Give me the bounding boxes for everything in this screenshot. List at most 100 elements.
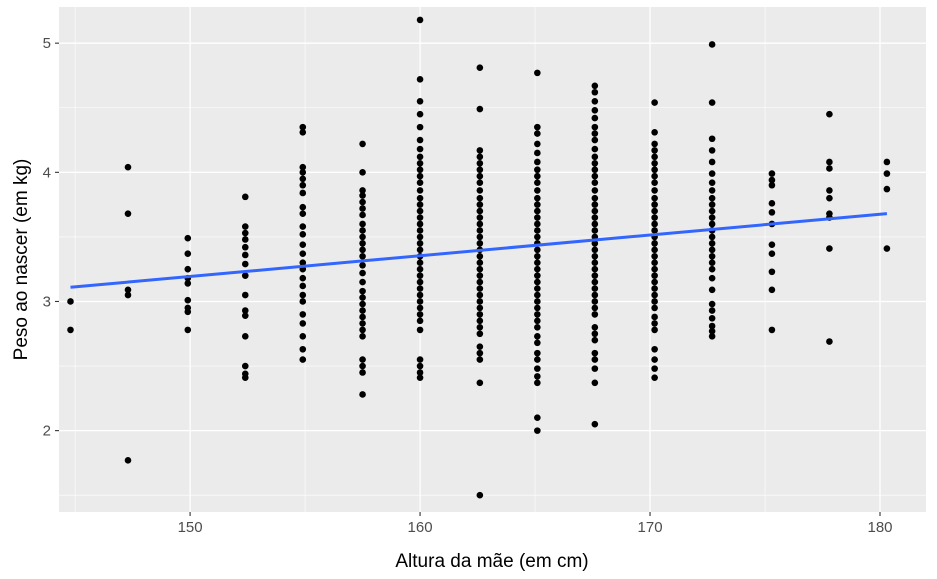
data-point [591, 201, 599, 208]
data-point [476, 330, 484, 338]
data-point [708, 233, 716, 241]
data-point [476, 240, 484, 247]
data-point [299, 203, 307, 211]
data-point [534, 324, 541, 331]
data-point [768, 286, 776, 294]
data-point [708, 246, 716, 254]
data-point [883, 245, 891, 252]
data-point [708, 314, 716, 322]
data-point [299, 175, 307, 183]
data-point [591, 187, 599, 194]
data-point [184, 280, 192, 287]
data-point [534, 194, 541, 202]
data-point [359, 227, 366, 234]
data-point [591, 304, 599, 312]
data-point [416, 194, 424, 202]
data-point [768, 326, 776, 334]
data-point [359, 187, 366, 194]
data-point [651, 99, 658, 106]
data-point [67, 326, 74, 334]
data-point [359, 326, 366, 334]
data-point [591, 97, 599, 105]
data-point [241, 272, 249, 279]
data-point [416, 145, 424, 153]
data-point [241, 243, 249, 251]
data-point [359, 233, 366, 241]
data-point [299, 210, 307, 217]
data-point [534, 227, 541, 234]
data-point [651, 153, 658, 161]
data-point [651, 304, 658, 312]
data-point [299, 123, 307, 131]
data-point [299, 181, 307, 189]
data-point [476, 105, 484, 113]
data-point [534, 140, 541, 148]
data-point [768, 176, 776, 184]
data-point [476, 194, 484, 202]
data-point [534, 291, 541, 299]
data-point [826, 158, 833, 166]
data-point [476, 491, 484, 499]
data-point [651, 227, 658, 234]
data-point [476, 272, 484, 279]
data-point [534, 265, 541, 273]
data-point [826, 194, 833, 202]
data-point [184, 250, 192, 257]
data-point [359, 198, 366, 206]
data-point [476, 172, 484, 180]
data-point [534, 373, 541, 380]
data-point [241, 260, 249, 268]
data-point [299, 231, 307, 238]
data-point [591, 194, 599, 202]
data-point [416, 214, 424, 221]
plot-panel [59, 7, 926, 512]
data-point [534, 356, 541, 363]
data-point [476, 265, 484, 273]
data-point [476, 220, 484, 228]
data-point [883, 170, 891, 177]
data-point [826, 165, 833, 172]
data-point [591, 153, 599, 161]
data-point [534, 201, 541, 208]
data-point [534, 130, 541, 137]
data-point [359, 211, 366, 219]
data-point [416, 265, 424, 273]
data-point [476, 214, 484, 221]
data-point [591, 291, 599, 299]
data-point [299, 128, 307, 136]
data-point [591, 356, 599, 363]
data-point [534, 158, 541, 166]
data-point [651, 166, 658, 174]
data-point [768, 170, 776, 177]
data-point [241, 223, 249, 230]
data-point [476, 379, 484, 387]
data-point [768, 268, 776, 276]
data-point [708, 147, 716, 154]
data-point [476, 311, 484, 318]
data-point [476, 291, 484, 299]
data-point [359, 356, 366, 363]
data-point [241, 251, 249, 259]
data-point [184, 265, 192, 273]
data-point [476, 349, 484, 357]
data-point [591, 207, 599, 215]
data-point [416, 356, 424, 363]
data-point [299, 291, 307, 299]
data-point [359, 278, 366, 286]
data-point [534, 427, 541, 434]
data-point [708, 194, 716, 202]
data-point [124, 286, 132, 294]
data-point [708, 265, 716, 273]
data-point [591, 130, 599, 137]
data-point [416, 246, 424, 254]
data-point [359, 320, 366, 327]
data-point [184, 296, 192, 304]
data-point [708, 333, 716, 340]
data-point [708, 220, 716, 228]
data-point [708, 286, 716, 294]
data-point [416, 259, 424, 267]
data-point [476, 233, 484, 241]
data-point [534, 149, 541, 157]
data-point [708, 307, 716, 314]
